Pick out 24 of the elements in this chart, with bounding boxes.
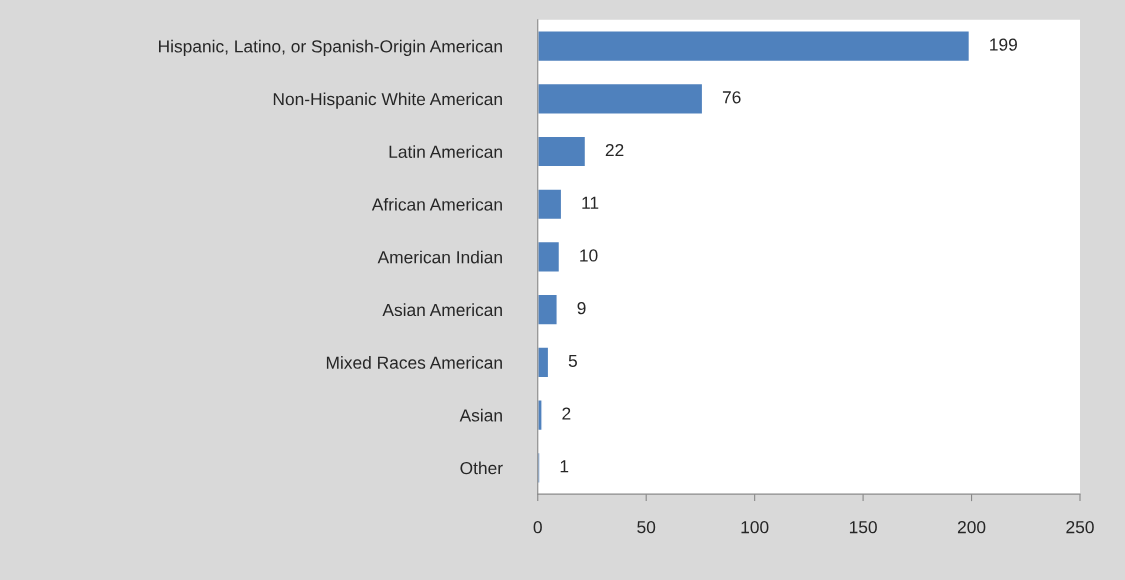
y-tick-label: American Indian <box>377 250 502 264</box>
x-tick-label: 200 <box>957 521 986 534</box>
x-tick-label: 100 <box>741 521 769 534</box>
x-tick-label: 0 <box>533 521 542 534</box>
y-tick-label: Asian American <box>382 303 502 317</box>
y-tick-label: Latin American <box>389 145 502 158</box>
y-tick-label: Mixed Races American <box>326 356 502 369</box>
data-label: 76 <box>722 91 741 104</box>
data-label: 9 <box>577 302 586 315</box>
y-tick-label: Non-Hispanic White American <box>273 92 502 109</box>
x-tick-label: 50 <box>637 521 656 534</box>
data-label: 5 <box>568 354 577 368</box>
data-label: 199 <box>990 38 1017 51</box>
data-label: 11 <box>582 196 599 209</box>
y-tick-label: African American <box>371 197 502 211</box>
data-label: 2 <box>562 407 571 420</box>
data-label: 22 <box>605 143 624 156</box>
data-label: 1 <box>560 460 569 473</box>
x-tick-label: 150 <box>849 521 877 534</box>
y-tick-label: Asian <box>459 408 502 422</box>
y-tick-label: Hispanic, Latino, or Spanish-Origin American <box>159 39 502 56</box>
x-tick-label: 250 <box>1066 521 1094 534</box>
y-tick-label: Other <box>460 461 503 475</box>
data-label: 10 <box>580 249 598 262</box>
